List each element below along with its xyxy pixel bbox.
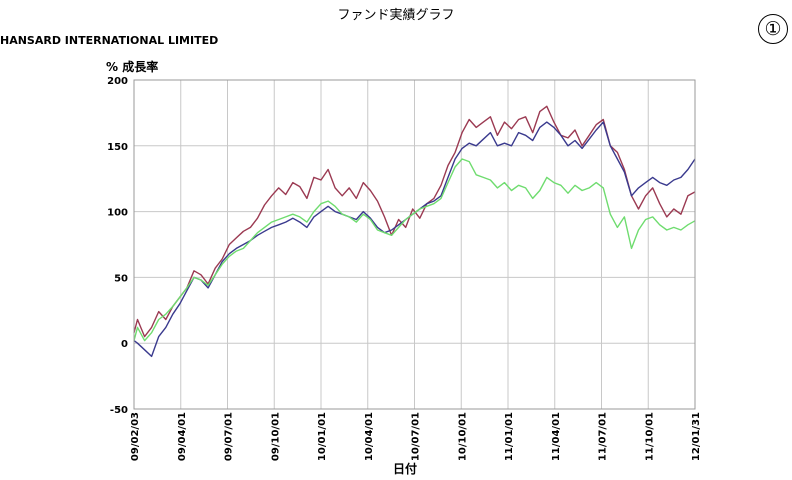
series-line-1: [133, 105, 696, 338]
x-tick-label: 10/10/01: [457, 412, 468, 461]
y-tick-label: 150: [107, 142, 128, 153]
x-tick-label: 11/07/01: [598, 412, 609, 461]
x-tick-label: 12/01/31: [691, 412, 702, 461]
y-axis-label: % 成長率: [106, 60, 159, 74]
y-tick-label: 0: [121, 339, 128, 350]
x-tick-label: 11/04/01: [551, 412, 562, 461]
series-layer: [133, 105, 696, 358]
series-line-3: [133, 158, 696, 342]
circled-number-marker: ①: [758, 14, 788, 44]
x-tick-label: 10/07/01: [411, 412, 422, 461]
chart-title: ファンド実績グラフ: [337, 8, 455, 23]
x-tick-label: 10/04/01: [364, 412, 375, 461]
x-tick-label: 09/04/01: [177, 412, 188, 461]
x-tick-label: 09/10/01: [270, 412, 281, 461]
fund-name: HANSARD INTERNATIONAL LIMITED: [0, 34, 219, 47]
x-tick-label: 11/10/01: [644, 412, 655, 461]
y-tick-label: 100: [107, 208, 128, 219]
grid: [133, 79, 696, 410]
y-tick-label: 200: [107, 76, 128, 87]
plot-frame: [133, 79, 696, 410]
x-tick-label: 10/01/01: [317, 412, 328, 461]
x-tick-label: 11/01/01: [504, 412, 515, 461]
y-tick-label: -50: [110, 405, 128, 416]
x-axis-label: 日付: [392, 462, 417, 476]
x-tick-label: 09/02/03: [130, 412, 141, 461]
x-tick-label: 09/07/01: [224, 412, 235, 461]
y-tick-label: 50: [114, 273, 128, 284]
